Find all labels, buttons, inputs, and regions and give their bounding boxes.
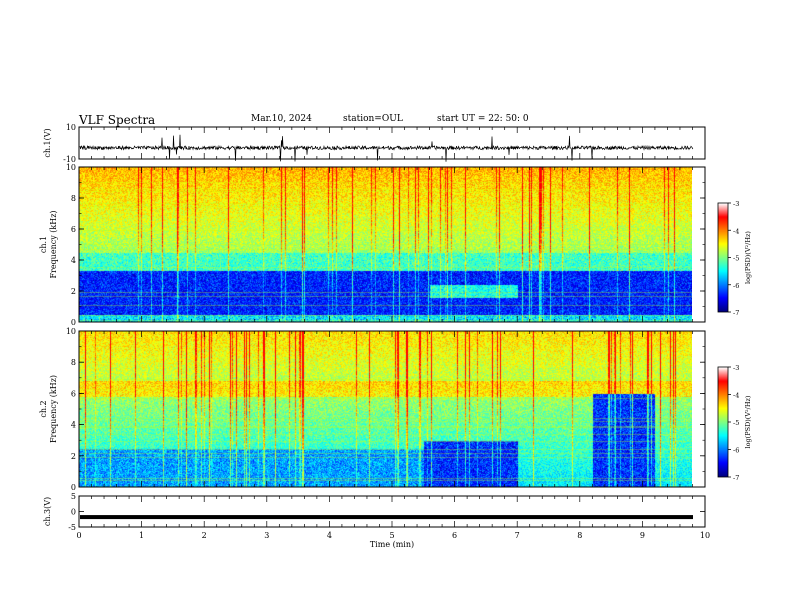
- colorbar-tick-label: -4: [733, 392, 739, 400]
- x-tick-label: 0: [76, 531, 81, 540]
- colorbar-label: log(PSD)(V²/Hz): [744, 395, 752, 448]
- x-tick-label: 5: [389, 531, 394, 540]
- colorbar-tick-label: -7: [733, 309, 739, 317]
- x-tick-label: 6: [452, 531, 457, 540]
- y-axis-label: ch.1: [39, 236, 48, 253]
- colorbar-label: log(PSD)(V²/Hz): [744, 231, 752, 284]
- y-axis-label: ch.3(V): [43, 497, 52, 526]
- x-tick-label: 3: [264, 531, 269, 540]
- x-tick-label: 7: [515, 531, 520, 540]
- colorbar: [718, 203, 728, 312]
- colorbar-tick-label: -5: [733, 419, 739, 427]
- y-tick-label: 0: [71, 318, 76, 327]
- ch1-waveform-trace: [79, 134, 694, 162]
- y-tick-label: 6: [71, 225, 76, 234]
- y-tick-label: 4: [71, 256, 76, 265]
- colorbar-tick-label: -3: [733, 364, 739, 372]
- figure-title: VLF Spectra: [79, 113, 156, 127]
- y-tick-label: -10: [63, 155, 76, 164]
- colorbar-tick-label: -7: [733, 474, 739, 482]
- y-tick-label: 0: [71, 508, 76, 517]
- station-label: station=OUL: [343, 114, 403, 124]
- x-tick-label: 9: [640, 531, 645, 540]
- x-tick-label: 1: [139, 531, 144, 540]
- y-axis-label: Frequency (kHz): [49, 375, 58, 443]
- start-time-label: start UT = 22: 50: 0: [437, 114, 529, 124]
- spectrogram-image-2: [79, 331, 692, 487]
- colorbar: [718, 367, 728, 477]
- colorbar-tick-label: -5: [733, 255, 739, 263]
- spectrogram-image-1: [79, 167, 692, 322]
- y-tick-label: 0: [71, 483, 76, 492]
- x-tick-label: 8: [577, 531, 582, 540]
- x-tick-label: 2: [202, 531, 207, 540]
- y-tick-label: 2: [71, 452, 76, 461]
- colorbar-tick-label: -4: [733, 227, 739, 235]
- y-tick-label: 5: [71, 492, 76, 501]
- colorbar-tick-label: -3: [733, 200, 739, 208]
- colorbar-tick-label: -6: [733, 447, 739, 455]
- y-tick-label: 8: [71, 358, 76, 367]
- y-tick-label: 10: [66, 163, 76, 172]
- x-axis-label: Time (min): [370, 540, 414, 549]
- y-tick-label: -5: [68, 523, 76, 532]
- y-axis-label: ch.1(V): [43, 128, 52, 157]
- y-axis-label: Frequency (kHz): [49, 210, 58, 278]
- y-axis-label: ch.2: [39, 400, 48, 417]
- colorbar-tick-label: -6: [733, 282, 739, 290]
- y-tick-label: 6: [71, 389, 76, 398]
- x-tick-label: 4: [327, 531, 332, 540]
- y-tick-label: 10: [66, 123, 76, 132]
- y-tick-label: 2: [71, 287, 76, 296]
- y-tick-label: 8: [71, 194, 76, 203]
- x-tick-label: 10: [700, 531, 710, 540]
- y-tick-label: 10: [66, 327, 76, 336]
- date-label: Mar.10, 2024: [251, 114, 312, 124]
- y-tick-label: 4: [71, 421, 76, 430]
- ch3-waveform-trace: [80, 515, 693, 520]
